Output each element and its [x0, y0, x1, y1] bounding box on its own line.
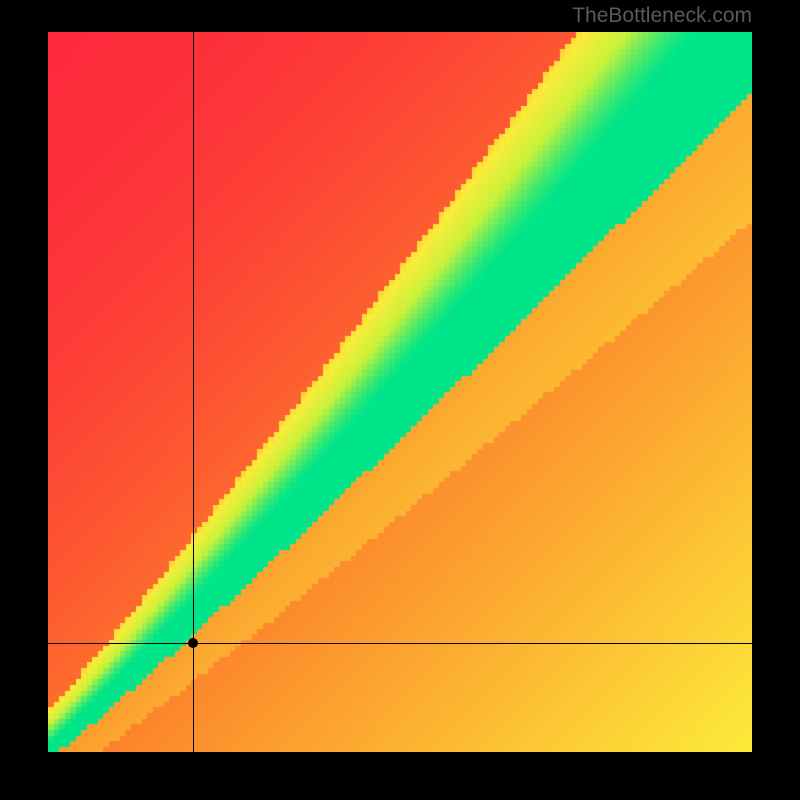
crosshair-horizontal [48, 643, 752, 644]
intersection-marker [188, 638, 198, 648]
watermark-text: TheBottleneck.com [572, 4, 752, 28]
bottleneck-heatmap [48, 32, 752, 752]
plot-frame [48, 32, 752, 752]
